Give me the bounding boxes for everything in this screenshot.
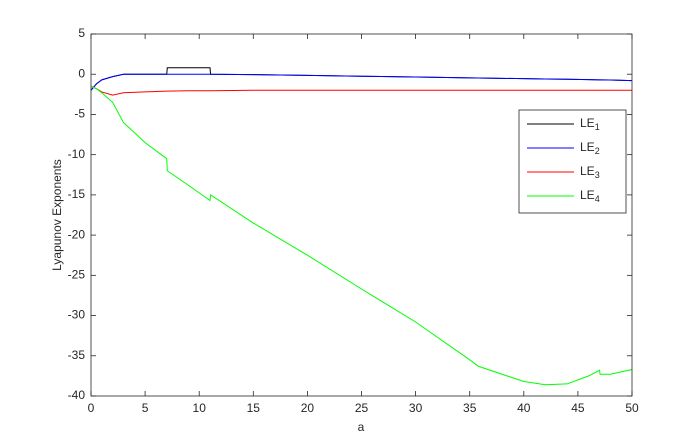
x-tick-label: 40: [517, 401, 531, 415]
y-tick-label: 0: [78, 66, 85, 80]
series-line: [90, 85, 633, 386]
x-axis-label: a: [358, 420, 365, 434]
x-tick-label: 50: [625, 401, 639, 415]
plot-area: [91, 34, 632, 396]
y-tick-label: -15: [68, 187, 86, 201]
y-tick-label: -10: [68, 147, 86, 161]
y-tick-label: 5: [78, 26, 85, 40]
x-tick-label: 30: [409, 401, 423, 415]
y-axis-label: Lyapunov Exponents: [50, 159, 64, 271]
y-tick-label: -30: [68, 308, 86, 322]
series-line: [90, 85, 632, 96]
y-tick-label: -5: [74, 107, 85, 121]
legend-box: [518, 109, 627, 214]
y-tick-label: -35: [68, 348, 86, 362]
x-tick-label: 45: [571, 401, 585, 415]
x-tick-label: 5: [142, 401, 149, 415]
x-tick-label: 35: [463, 401, 477, 415]
y-tick-label: -40: [68, 388, 86, 402]
x-tick-label: 25: [355, 401, 369, 415]
x-tick-label: 15: [247, 401, 261, 415]
x-tick-label: 20: [301, 401, 315, 415]
y-tick-label: -25: [68, 268, 86, 282]
x-tick-label: 10: [193, 401, 207, 415]
x-tick-label: 0: [88, 401, 95, 415]
series-line: [90, 73, 633, 91]
y-tick-label: -20: [68, 227, 86, 241]
